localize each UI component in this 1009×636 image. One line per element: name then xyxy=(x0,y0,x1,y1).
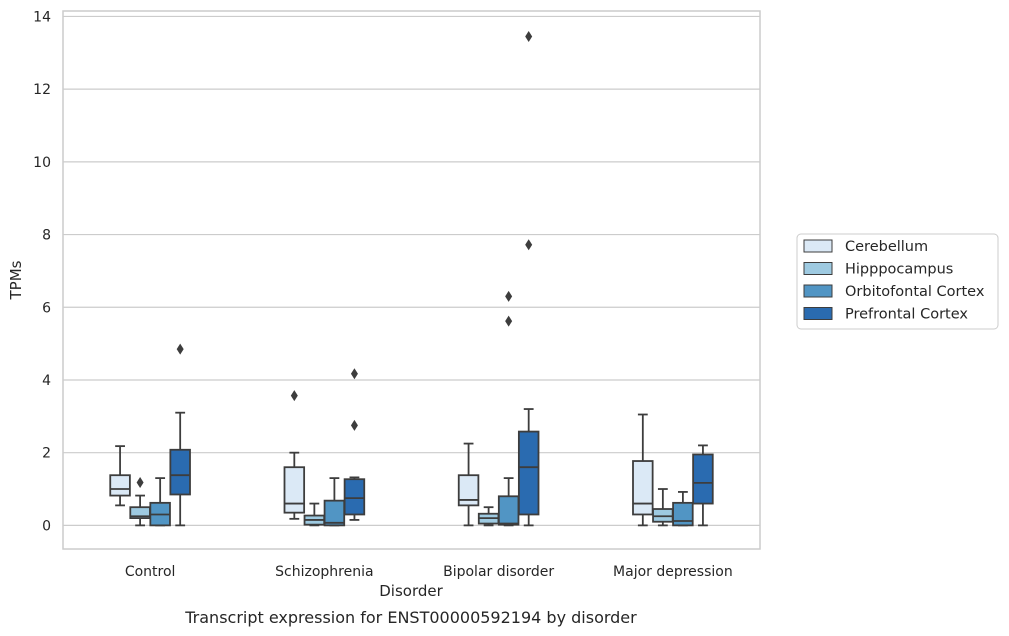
box xyxy=(672,491,694,527)
y-axis-title: TPMs xyxy=(7,260,25,300)
y-gridlines xyxy=(63,15,760,526)
box xyxy=(692,444,714,527)
box xyxy=(129,476,151,527)
box-iqr xyxy=(652,508,674,523)
series-prefrontal-cortex xyxy=(169,30,714,527)
legend-label: Cerebellum xyxy=(845,239,928,255)
legend-frame xyxy=(796,233,999,330)
y-axis-ticks: 0 2 4 6 8 10 12 14 xyxy=(33,9,51,534)
chart-caption: Transcript expression for ENST0000059219… xyxy=(184,608,637,627)
box-iqr xyxy=(109,474,131,497)
box xyxy=(632,413,654,527)
outlier-point xyxy=(176,343,184,355)
legend-swatch xyxy=(803,307,833,320)
x-axis-title: Disorder xyxy=(379,582,443,600)
legend-label: Orbitofontal Cortex xyxy=(845,284,985,300)
legend-label: Hipppocampus xyxy=(845,262,953,278)
box xyxy=(149,477,171,527)
box xyxy=(343,368,366,521)
outlier-point xyxy=(350,368,358,380)
legend-swatch xyxy=(803,262,833,275)
box-iqr xyxy=(517,430,540,516)
y-tick-label: 10 xyxy=(33,155,51,171)
box-iqr xyxy=(672,501,694,527)
box-series-group xyxy=(109,30,714,527)
outlier-point xyxy=(505,290,513,302)
box-iqr xyxy=(632,460,654,516)
box xyxy=(109,445,131,507)
outlier-point xyxy=(136,476,144,488)
y-tick-label: 8 xyxy=(42,228,51,244)
box-iqr xyxy=(343,478,366,516)
y-tick-label: 6 xyxy=(42,300,51,316)
box xyxy=(477,506,500,527)
series-hipppocampus xyxy=(129,476,674,527)
box xyxy=(457,442,480,527)
y-tick-label: 0 xyxy=(42,518,51,534)
legend-label: Prefrontal Cortex xyxy=(845,307,968,323)
x-tick-label: Bipolar disorder xyxy=(443,564,554,580)
box xyxy=(323,477,346,527)
legend-swatch xyxy=(803,284,833,298)
box-iqr xyxy=(497,495,520,526)
box xyxy=(652,488,674,527)
outlier-point xyxy=(505,315,513,327)
box xyxy=(517,30,540,527)
box xyxy=(497,290,520,527)
outlier-point xyxy=(525,30,533,42)
legend: Cerebellum Hipppocampus Orbitofontal Corte… xyxy=(796,233,999,330)
series-orbitofontal-cortex xyxy=(149,290,694,527)
box-iqr xyxy=(457,474,480,507)
box-iqr xyxy=(692,453,714,505)
box-iqr xyxy=(169,448,191,496)
y-tick-label: 2 xyxy=(42,446,51,462)
x-axis-ticks: Control Schizophrenia Bipolar disorder Majo… xyxy=(125,564,733,580)
outlier-point xyxy=(290,390,298,402)
y-tick-label: 14 xyxy=(33,9,51,25)
plot-area-frame xyxy=(62,10,761,550)
box-iqr xyxy=(283,466,306,514)
x-tick-label: Schizophrenia xyxy=(275,564,373,580)
box-iqr xyxy=(323,499,346,527)
box xyxy=(303,502,326,527)
series-cerebellum xyxy=(109,390,654,527)
x-tick-label: Control xyxy=(125,564,176,580)
box xyxy=(283,390,306,520)
outlier-point xyxy=(525,239,533,251)
legend-swatch xyxy=(803,239,833,253)
x-tick-label: Major depression xyxy=(613,564,733,580)
box xyxy=(169,343,191,527)
y-tick-label: 4 xyxy=(42,373,51,389)
y-tick-label: 12 xyxy=(33,82,51,98)
outlier-point xyxy=(350,419,358,431)
